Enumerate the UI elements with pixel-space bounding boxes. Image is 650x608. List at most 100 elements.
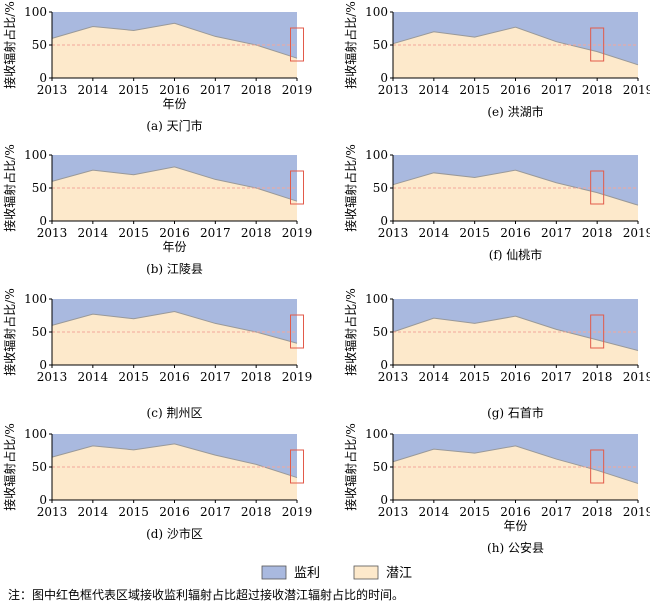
series-boundary-line bbox=[51, 166, 298, 202]
chart-caption: (a) 天门市 bbox=[146, 118, 202, 133]
y-tick-label: 0 bbox=[380, 358, 388, 372]
x-tick-label: 2019 bbox=[623, 370, 650, 384]
x-tick-label: 2017 bbox=[541, 83, 572, 97]
y-tick-label: 0 bbox=[380, 493, 388, 507]
area-qianjiang bbox=[393, 27, 638, 78]
y-axis-label: 接收辐射占比/% bbox=[343, 423, 358, 510]
y-tick-label: 50 bbox=[32, 460, 47, 474]
x-tick-label: 2019 bbox=[282, 505, 313, 519]
y-tick-label: 50 bbox=[373, 325, 388, 339]
chart-panel: 0 50 100 2013 2014 2015 2016 2017 2018 2019 接收辐射占比… bbox=[343, 423, 650, 555]
y-tick-label: 0 bbox=[380, 71, 388, 85]
y-axis-label: 接收辐射占比/% bbox=[2, 288, 17, 375]
x-tick-label: 2017 bbox=[200, 505, 231, 519]
x-tick-label: 2017 bbox=[541, 370, 572, 384]
chart-panel: 0 50 100 2013 2014 2015 2016 2017 2018 2019 接收辐射占比… bbox=[343, 1, 650, 119]
legend-swatch-qianjiang bbox=[353, 565, 379, 580]
y-tick-label: 100 bbox=[365, 5, 388, 19]
highlight-box bbox=[590, 314, 605, 349]
y-tick-label: 100 bbox=[24, 427, 47, 441]
x-axis-label: 年份 bbox=[162, 97, 186, 111]
x-tick-label: 2014 bbox=[78, 370, 109, 384]
area-qianjiang bbox=[52, 23, 297, 78]
chart-panels: 0 50 100 2013 2014 2015 2016 2017 2018 2019 接收辐射占比… bbox=[2, 1, 650, 555]
y-tick-label: 0 bbox=[39, 214, 47, 228]
x-tick-label: 2016 bbox=[500, 226, 531, 240]
x-tick-label: 2019 bbox=[282, 83, 313, 97]
x-tick-label: 2019 bbox=[623, 226, 650, 240]
y-tick-label: 100 bbox=[365, 148, 388, 162]
x-tick-label: 2013 bbox=[37, 83, 68, 97]
x-tick-label: 2013 bbox=[378, 83, 409, 97]
legend: 监利 潜江 bbox=[261, 565, 412, 581]
x-tick-label: 2013 bbox=[378, 505, 409, 519]
y-tick-label: 50 bbox=[32, 181, 47, 195]
x-tick-label: 2013 bbox=[37, 370, 68, 384]
y-tick-label: 0 bbox=[39, 493, 47, 507]
legend-swatch-jianli bbox=[261, 565, 287, 580]
y-axis-label: 接收辐射占比/% bbox=[343, 288, 358, 375]
x-tick-label: 2015 bbox=[118, 83, 149, 97]
x-tick-label: 2015 bbox=[118, 505, 149, 519]
chart-caption: (d) 沙市区 bbox=[146, 526, 203, 541]
chart-caption: (g) 石首市 bbox=[487, 405, 544, 420]
chart-panel: 0 50 100 2013 2014 2015 2016 2017 2018 2019 接收辐射占比… bbox=[2, 144, 312, 276]
y-axis-label: 接收辐射占比/% bbox=[343, 1, 358, 88]
x-tick-label: 2015 bbox=[459, 83, 490, 97]
chart-panel: 0 50 100 2013 2014 2015 2016 2017 2018 2019 接收辐射占比… bbox=[2, 1, 312, 133]
chart-panel: 0 50 100 2013 2014 2015 2016 2017 2018 2019 接收辐射占比… bbox=[343, 288, 650, 420]
x-tick-label: 2014 bbox=[419, 83, 450, 97]
y-tick-label: 50 bbox=[32, 325, 47, 339]
x-tick-label: 2018 bbox=[241, 505, 272, 519]
chart-caption: (h) 公安县 bbox=[487, 540, 544, 555]
legend-label-jianli: 监利 bbox=[294, 566, 320, 581]
y-tick-label: 50 bbox=[373, 460, 388, 474]
y-tick-label: 100 bbox=[24, 292, 47, 306]
x-tick-label: 2014 bbox=[419, 226, 450, 240]
y-tick-label: 0 bbox=[39, 358, 47, 372]
area-qianjiang bbox=[393, 170, 638, 221]
x-axis-label: 年份 bbox=[162, 240, 186, 254]
y-axis-label: 接收辐射占比/% bbox=[2, 1, 17, 88]
area-qianjiang bbox=[393, 445, 638, 500]
y-tick-label: 100 bbox=[365, 427, 388, 441]
x-tick-label: 2018 bbox=[241, 83, 272, 97]
x-tick-label: 2015 bbox=[459, 226, 490, 240]
y-tick-label: 0 bbox=[39, 71, 47, 85]
x-tick-label: 2018 bbox=[582, 83, 613, 97]
x-tick-label: 2016 bbox=[159, 226, 190, 240]
highlight-box bbox=[290, 27, 304, 62]
y-tick-label: 100 bbox=[24, 148, 47, 162]
x-tick-label: 2014 bbox=[78, 505, 109, 519]
y-tick-label: 100 bbox=[365, 292, 388, 306]
x-tick-label: 2014 bbox=[419, 370, 450, 384]
x-tick-label: 2013 bbox=[378, 226, 409, 240]
area-qianjiang bbox=[52, 311, 297, 365]
chart-panel: 0 50 100 2013 2014 2015 2016 2017 2018 2019 接收辐射占比… bbox=[2, 288, 312, 420]
area-qianjiang bbox=[52, 166, 297, 221]
x-tick-label: 2015 bbox=[459, 370, 490, 384]
y-tick-label: 50 bbox=[32, 38, 47, 52]
x-tick-label: 2015 bbox=[118, 370, 149, 384]
y-tick-label: 50 bbox=[373, 181, 388, 195]
series-boundary-line bbox=[392, 26, 639, 66]
x-tick-label: 2017 bbox=[541, 226, 572, 240]
chart-caption: (f) 仙桃市 bbox=[489, 247, 543, 262]
x-tick-label: 2017 bbox=[541, 505, 572, 519]
x-tick-label: 2016 bbox=[159, 370, 190, 384]
x-tick-label: 2019 bbox=[282, 370, 313, 384]
x-tick-label: 2013 bbox=[37, 226, 68, 240]
y-tick-label: 100 bbox=[24, 5, 47, 19]
series-boundary-line bbox=[51, 22, 298, 59]
y-axis-label: 接收辐射占比/% bbox=[343, 144, 358, 231]
x-tick-label: 2014 bbox=[78, 226, 109, 240]
x-tick-label: 2016 bbox=[500, 505, 531, 519]
highlight-box bbox=[290, 449, 304, 484]
legend-label-qianjiang: 潜江 bbox=[386, 566, 412, 581]
y-tick-label: 0 bbox=[380, 214, 388, 228]
highlight-box bbox=[590, 170, 605, 205]
chart-caption: (b) 江陵县 bbox=[146, 262, 203, 276]
x-tick-label: 2018 bbox=[582, 505, 613, 519]
highlight-box bbox=[590, 27, 605, 62]
